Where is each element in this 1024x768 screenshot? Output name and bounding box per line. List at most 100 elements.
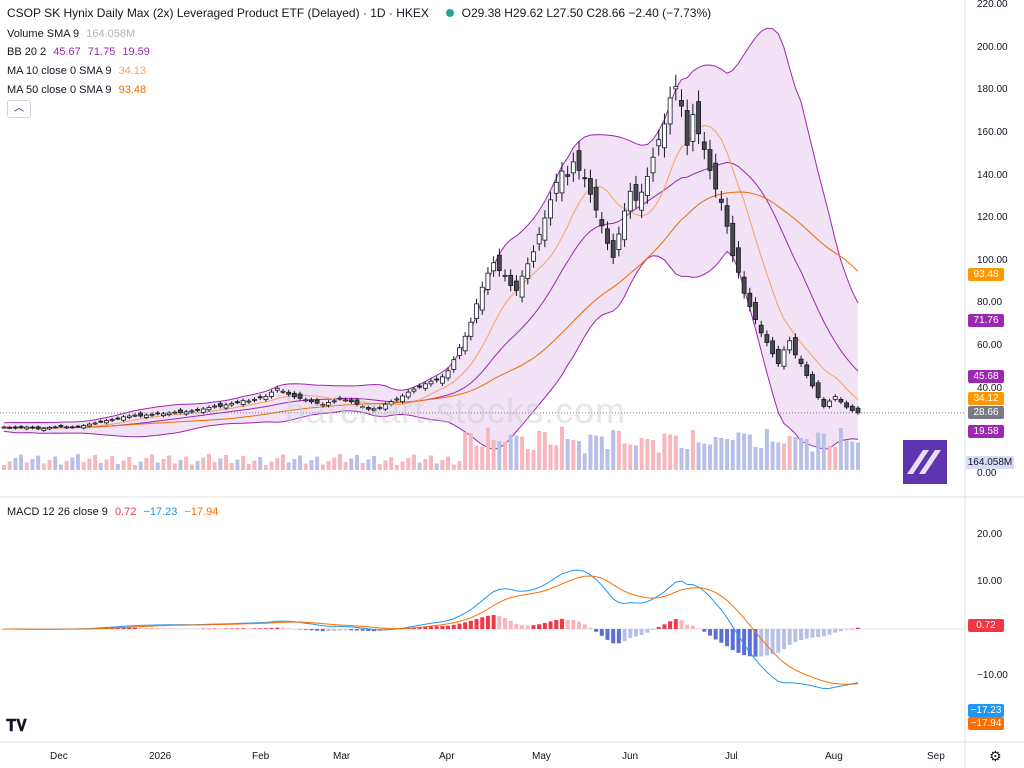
macd-hist-bar <box>429 626 433 629</box>
candle-body <box>257 396 263 399</box>
candle-body <box>400 395 405 403</box>
candle-body <box>263 396 269 400</box>
candle <box>394 396 400 403</box>
tradingview-logo-icon[interactable]: 𝐓𝐕 <box>6 718 27 735</box>
chevron-up-icon: ︿ <box>14 103 24 114</box>
volume-bar <box>503 442 508 470</box>
macd-hist-bar <box>172 628 177 629</box>
candle <box>599 211 605 234</box>
volume-bar <box>36 455 41 470</box>
candle <box>303 397 309 403</box>
candle-body <box>439 376 445 384</box>
volume-bar <box>292 459 297 470</box>
volume-bar <box>337 454 342 470</box>
candle <box>18 425 24 430</box>
candle-body <box>320 404 326 407</box>
gear-icon[interactable]: ⚙ <box>989 748 1002 764</box>
candle <box>559 161 565 202</box>
price-tag: 45.68 <box>968 370 1004 383</box>
candle <box>411 386 417 394</box>
candle-body <box>35 426 41 430</box>
candle <box>337 395 343 401</box>
candle-body <box>109 419 115 421</box>
volume-bar <box>298 455 303 470</box>
volume-bar <box>770 441 775 470</box>
macd-hist-bar <box>628 629 633 639</box>
macd-hist-bar <box>673 619 678 629</box>
candle-body <box>348 399 354 403</box>
candle <box>718 190 724 211</box>
candle-body <box>81 424 87 429</box>
volume-bar <box>155 462 160 470</box>
candle <box>1 425 7 429</box>
candle <box>730 215 736 263</box>
volume-bar <box>366 459 371 470</box>
macd-hist-bar <box>747 629 752 657</box>
volume-bar <box>588 434 593 470</box>
macd-hist-bar <box>446 625 451 629</box>
candle-body <box>662 123 667 149</box>
volume-bar <box>497 441 502 470</box>
candle-body <box>12 426 18 429</box>
candle <box>810 371 815 389</box>
candle <box>553 173 559 202</box>
candle <box>496 248 502 277</box>
candle-body <box>770 340 775 355</box>
volume-bar <box>206 454 211 470</box>
candle <box>274 385 280 393</box>
volume-bar <box>121 460 126 470</box>
candle <box>770 336 775 358</box>
ma50-legend-label: MA 50 close 0 SMA 9 <box>7 84 112 96</box>
ma50-legend[interactable]: MA 50 close 0 SMA 9 93.48 <box>7 83 150 97</box>
macd-hist-bar <box>599 629 604 636</box>
macd-hist-bar <box>349 629 354 631</box>
volume-legend[interactable]: Volume SMA 9 164.058M <box>7 27 139 41</box>
candle <box>263 394 269 402</box>
macd-hist-bar <box>320 629 325 632</box>
volume-bar <box>440 460 445 470</box>
candle <box>627 182 633 219</box>
candle-body <box>98 420 104 423</box>
macd-legend[interactable]: MACD 12 26 close 9 0.72 −17.23 −17.94 <box>7 505 222 519</box>
candle <box>605 221 610 251</box>
macd-hist-bar <box>286 628 291 629</box>
volume-bar <box>13 458 18 470</box>
ma10-legend[interactable]: MA 10 close 0 SMA 9 34.13 <box>7 64 150 78</box>
candle <box>451 356 457 373</box>
candle <box>462 332 468 355</box>
bb-legend[interactable]: BB 20 2 45.67 71.75 19.59 <box>7 45 154 59</box>
macd-hist-bar <box>167 628 172 629</box>
volume-bar <box>104 459 109 470</box>
candle <box>47 426 52 431</box>
candle <box>161 412 166 418</box>
macd-hist-bar <box>838 629 843 631</box>
candle-body <box>536 233 542 245</box>
macd-histogram <box>2 615 860 657</box>
candle-body <box>570 161 576 174</box>
macd-hist-bar <box>303 629 308 630</box>
macd-hist-bar <box>633 629 638 637</box>
candles <box>1 74 861 432</box>
candle-body <box>246 400 252 403</box>
price-tick-label: 80.00 <box>977 297 1003 309</box>
time-tick-label: Apr <box>439 751 455 762</box>
candle-body <box>787 340 793 351</box>
macd-hist-bar <box>263 628 268 629</box>
candle-body <box>92 422 98 425</box>
candle <box>35 425 41 431</box>
candle <box>832 394 838 402</box>
price-tag: 93.48 <box>968 268 1004 281</box>
candle-body <box>548 199 553 219</box>
candle <box>75 424 81 428</box>
candle <box>827 398 832 409</box>
candle <box>679 89 684 118</box>
volume-bar <box>559 426 564 470</box>
collapse-legend-button[interactable]: ︿ <box>7 100 31 118</box>
volume-legend-value: 164.058M <box>86 28 136 40</box>
candle <box>650 147 656 182</box>
candle <box>360 404 366 409</box>
candle <box>781 346 787 370</box>
macd-hist-bar <box>480 617 485 629</box>
candle-body <box>314 399 320 404</box>
